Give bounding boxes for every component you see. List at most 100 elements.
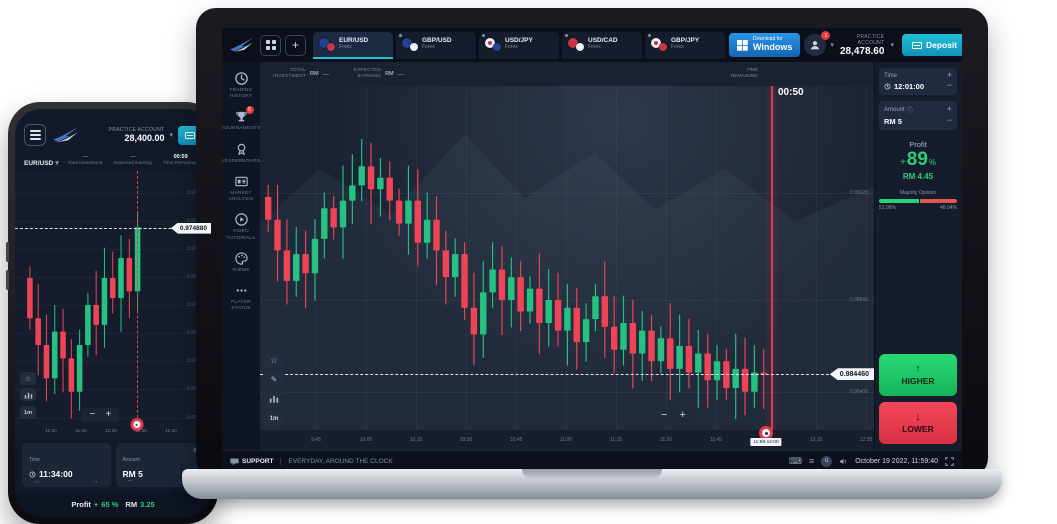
- notification-badge: 5: [245, 106, 254, 115]
- chart-type-button[interactable]: [265, 391, 283, 406]
- add-asset-button[interactable]: +: [285, 34, 306, 56]
- stat-total-investment: — Total Investment: [67, 154, 103, 167]
- notification-badge: 1: [821, 31, 831, 40]
- bar-chart-icon: [269, 396, 279, 403]
- keyboard-shortcuts-icon[interactable]: ⌨: [788, 455, 802, 466]
- tab-market-label: Forex: [422, 43, 435, 50]
- amount-value: RM 5: [884, 117, 902, 127]
- amount-decrease-button[interactable]: −: [127, 478, 132, 485]
- tab-pair-label: USD/CAD: [588, 37, 618, 45]
- tab-market-label: Forex: [339, 43, 352, 50]
- sidebar-item-video-tutorials[interactable]: VIDEO TUTORIALS: [222, 208, 260, 245]
- price-axis-label: 0.98640: [849, 297, 868, 304]
- indicators-tool-button[interactable]: ☆: [265, 353, 283, 368]
- sidebar-item-theme[interactable]: THEME: [222, 247, 260, 278]
- medal-icon: [234, 142, 249, 157]
- phone-header: PRACTICE ACCOUNT 28,400.00 ▾: [15, 109, 211, 151]
- time-value: 12:01:00: [894, 82, 925, 92]
- amount-label: Amount: [122, 457, 140, 463]
- zoom-in-button[interactable]: +: [105, 409, 112, 420]
- zoom-out-button[interactable]: −: [89, 409, 96, 420]
- sidebar-item-trading-history[interactable]: TRADING HISTORY: [222, 67, 260, 104]
- expected-earning-value: —: [397, 70, 405, 78]
- time-box[interactable]: Time + 12:01:00 −: [879, 68, 957, 96]
- pair-selector[interactable]: EUR/USD ▾: [24, 159, 59, 168]
- sidebar-item-player-status[interactable]: PLAYER STATUS: [222, 279, 260, 316]
- zoom-out-button[interactable]: −: [661, 408, 668, 421]
- time-box[interactable]: Time 11:34:00 ← →: [22, 443, 111, 487]
- gear-icon[interactable]: ⚙: [193, 447, 198, 454]
- gridline: [766, 86, 767, 430]
- sidebar: TRADING HISTORY 5 TOURNAMENTS LEADERBOARD MA…: [222, 62, 260, 450]
- drawing-tool-button[interactable]: ✎: [265, 372, 283, 387]
- tab-usd-jpy[interactable]: USD/JPY Forex: [479, 31, 559, 59]
- profile-avatar[interactable]: 1: [804, 31, 831, 56]
- tab-gbp-usd[interactable]: GBP/USD Forex: [396, 31, 476, 59]
- tab-pair-label: USD/JPY: [505, 37, 533, 45]
- plus-icon: +: [291, 38, 299, 52]
- time-value: 11:34:00: [39, 469, 73, 479]
- zoom-controls: − +: [652, 407, 695, 423]
- phone-volume-button: [6, 270, 9, 290]
- grid-icon: [265, 40, 276, 50]
- account-switcher[interactable]: PRACTICE ACCOUNT 28,400.00: [109, 127, 165, 143]
- chevron-down-icon[interactable]: ▾: [169, 132, 173, 139]
- sidebar-item-market-analysis[interactable]: MARKET ANALYSIS: [222, 170, 260, 207]
- indicators-tool-button[interactable]: ☆: [20, 372, 36, 385]
- chevron-down-icon[interactable]: ▾: [890, 42, 894, 49]
- user-avatar[interactable]: G: [821, 455, 833, 467]
- lower-button[interactable]: ↓ LOWER: [879, 402, 957, 444]
- download-windows-button[interactable]: Download for Windows: [729, 33, 801, 57]
- deposit-button[interactable]: Deposit: [901, 34, 962, 56]
- tab-gbp-jpy[interactable]: GBP/JPY Forex: [645, 31, 725, 59]
- account-switcher[interactable]: PRACTICE ACCOUNT 28,478.60: [840, 34, 885, 57]
- sidebar-item-tournaments[interactable]: 5 TOURNAMENTS: [222, 105, 260, 136]
- assets-grid-button[interactable]: [260, 34, 281, 56]
- hamburger-menu-button[interactable]: [24, 124, 46, 146]
- sidebar-item-label: THEME: [232, 267, 250, 273]
- clock-icon: [884, 83, 891, 90]
- gridline: [616, 86, 617, 430]
- chart-type-button[interactable]: [20, 388, 36, 401]
- time-axis-label: 11:20: [45, 429, 57, 434]
- sidebar-item-leaderboard[interactable]: LEADERBOARD: [222, 138, 260, 169]
- amount-increase-button[interactable]: +: [946, 104, 952, 115]
- chevron-down-icon[interactable]: ▾: [830, 42, 834, 49]
- time-increase-button[interactable]: +: [946, 70, 952, 80]
- amount-box[interactable]: Amount ⓘ + RM 5 −: [879, 101, 957, 131]
- price-axis-label: 0.98400: [849, 388, 868, 395]
- time-decrease-button[interactable]: −: [946, 79, 952, 90]
- expiry-marker-icon: 11:59-12:00: [750, 426, 782, 446]
- time-prev-button[interactable]: ←: [34, 478, 41, 485]
- trophy-icon: 5: [234, 106, 254, 124]
- sidebar-item-label: PLAYER STATUS: [231, 300, 251, 312]
- windows-logo-icon: [737, 39, 748, 51]
- zoom-in-button[interactable]: +: [679, 408, 686, 421]
- laptop-device: + EUR/USD Forex GBP/USD Forex USD/JPY Forex US…: [182, 8, 1002, 508]
- time-next-button[interactable]: →: [91, 478, 99, 485]
- higher-button[interactable]: ↑ HIGHER: [879, 354, 957, 396]
- time-label: Time: [29, 457, 40, 463]
- sound-icon[interactable]: [839, 457, 848, 466]
- total-investment-stat: TOTAL INVESTMENT RM —: [270, 68, 329, 80]
- tab-usd-cad[interactable]: USD/CAD Forex: [562, 31, 642, 59]
- info-icon: ⓘ: [906, 108, 913, 115]
- profit-percent: 65 %: [101, 499, 119, 509]
- timeframe-button[interactable]: 1m: [265, 412, 283, 426]
- amount-label: Amount: [884, 106, 905, 113]
- chat-bubble-icon: [230, 458, 239, 465]
- fullscreen-icon[interactable]: [945, 456, 954, 466]
- phone-subheader: EUR/USD ▾ — Total Investment — Expected Ear…: [15, 151, 211, 171]
- gridline: [366, 86, 367, 430]
- tab-indicator-dot: [648, 33, 651, 37]
- tab-eur-usd[interactable]: EUR/USD Forex: [313, 31, 393, 59]
- dots-icon: [234, 283, 249, 298]
- support-button[interactable]: SUPPORT: [230, 457, 273, 466]
- majority-up-segment: [879, 199, 920, 204]
- time-axis-label: 10:15: [409, 437, 423, 443]
- timeframe-button[interactable]: 1m: [20, 406, 36, 419]
- profit-currency: RM: [125, 499, 138, 509]
- menu-icon[interactable]: ≡: [808, 455, 815, 466]
- amount-decrease-button[interactable]: −: [946, 114, 952, 125]
- trade-panel: Time + 12:01:00 −: [874, 62, 962, 450]
